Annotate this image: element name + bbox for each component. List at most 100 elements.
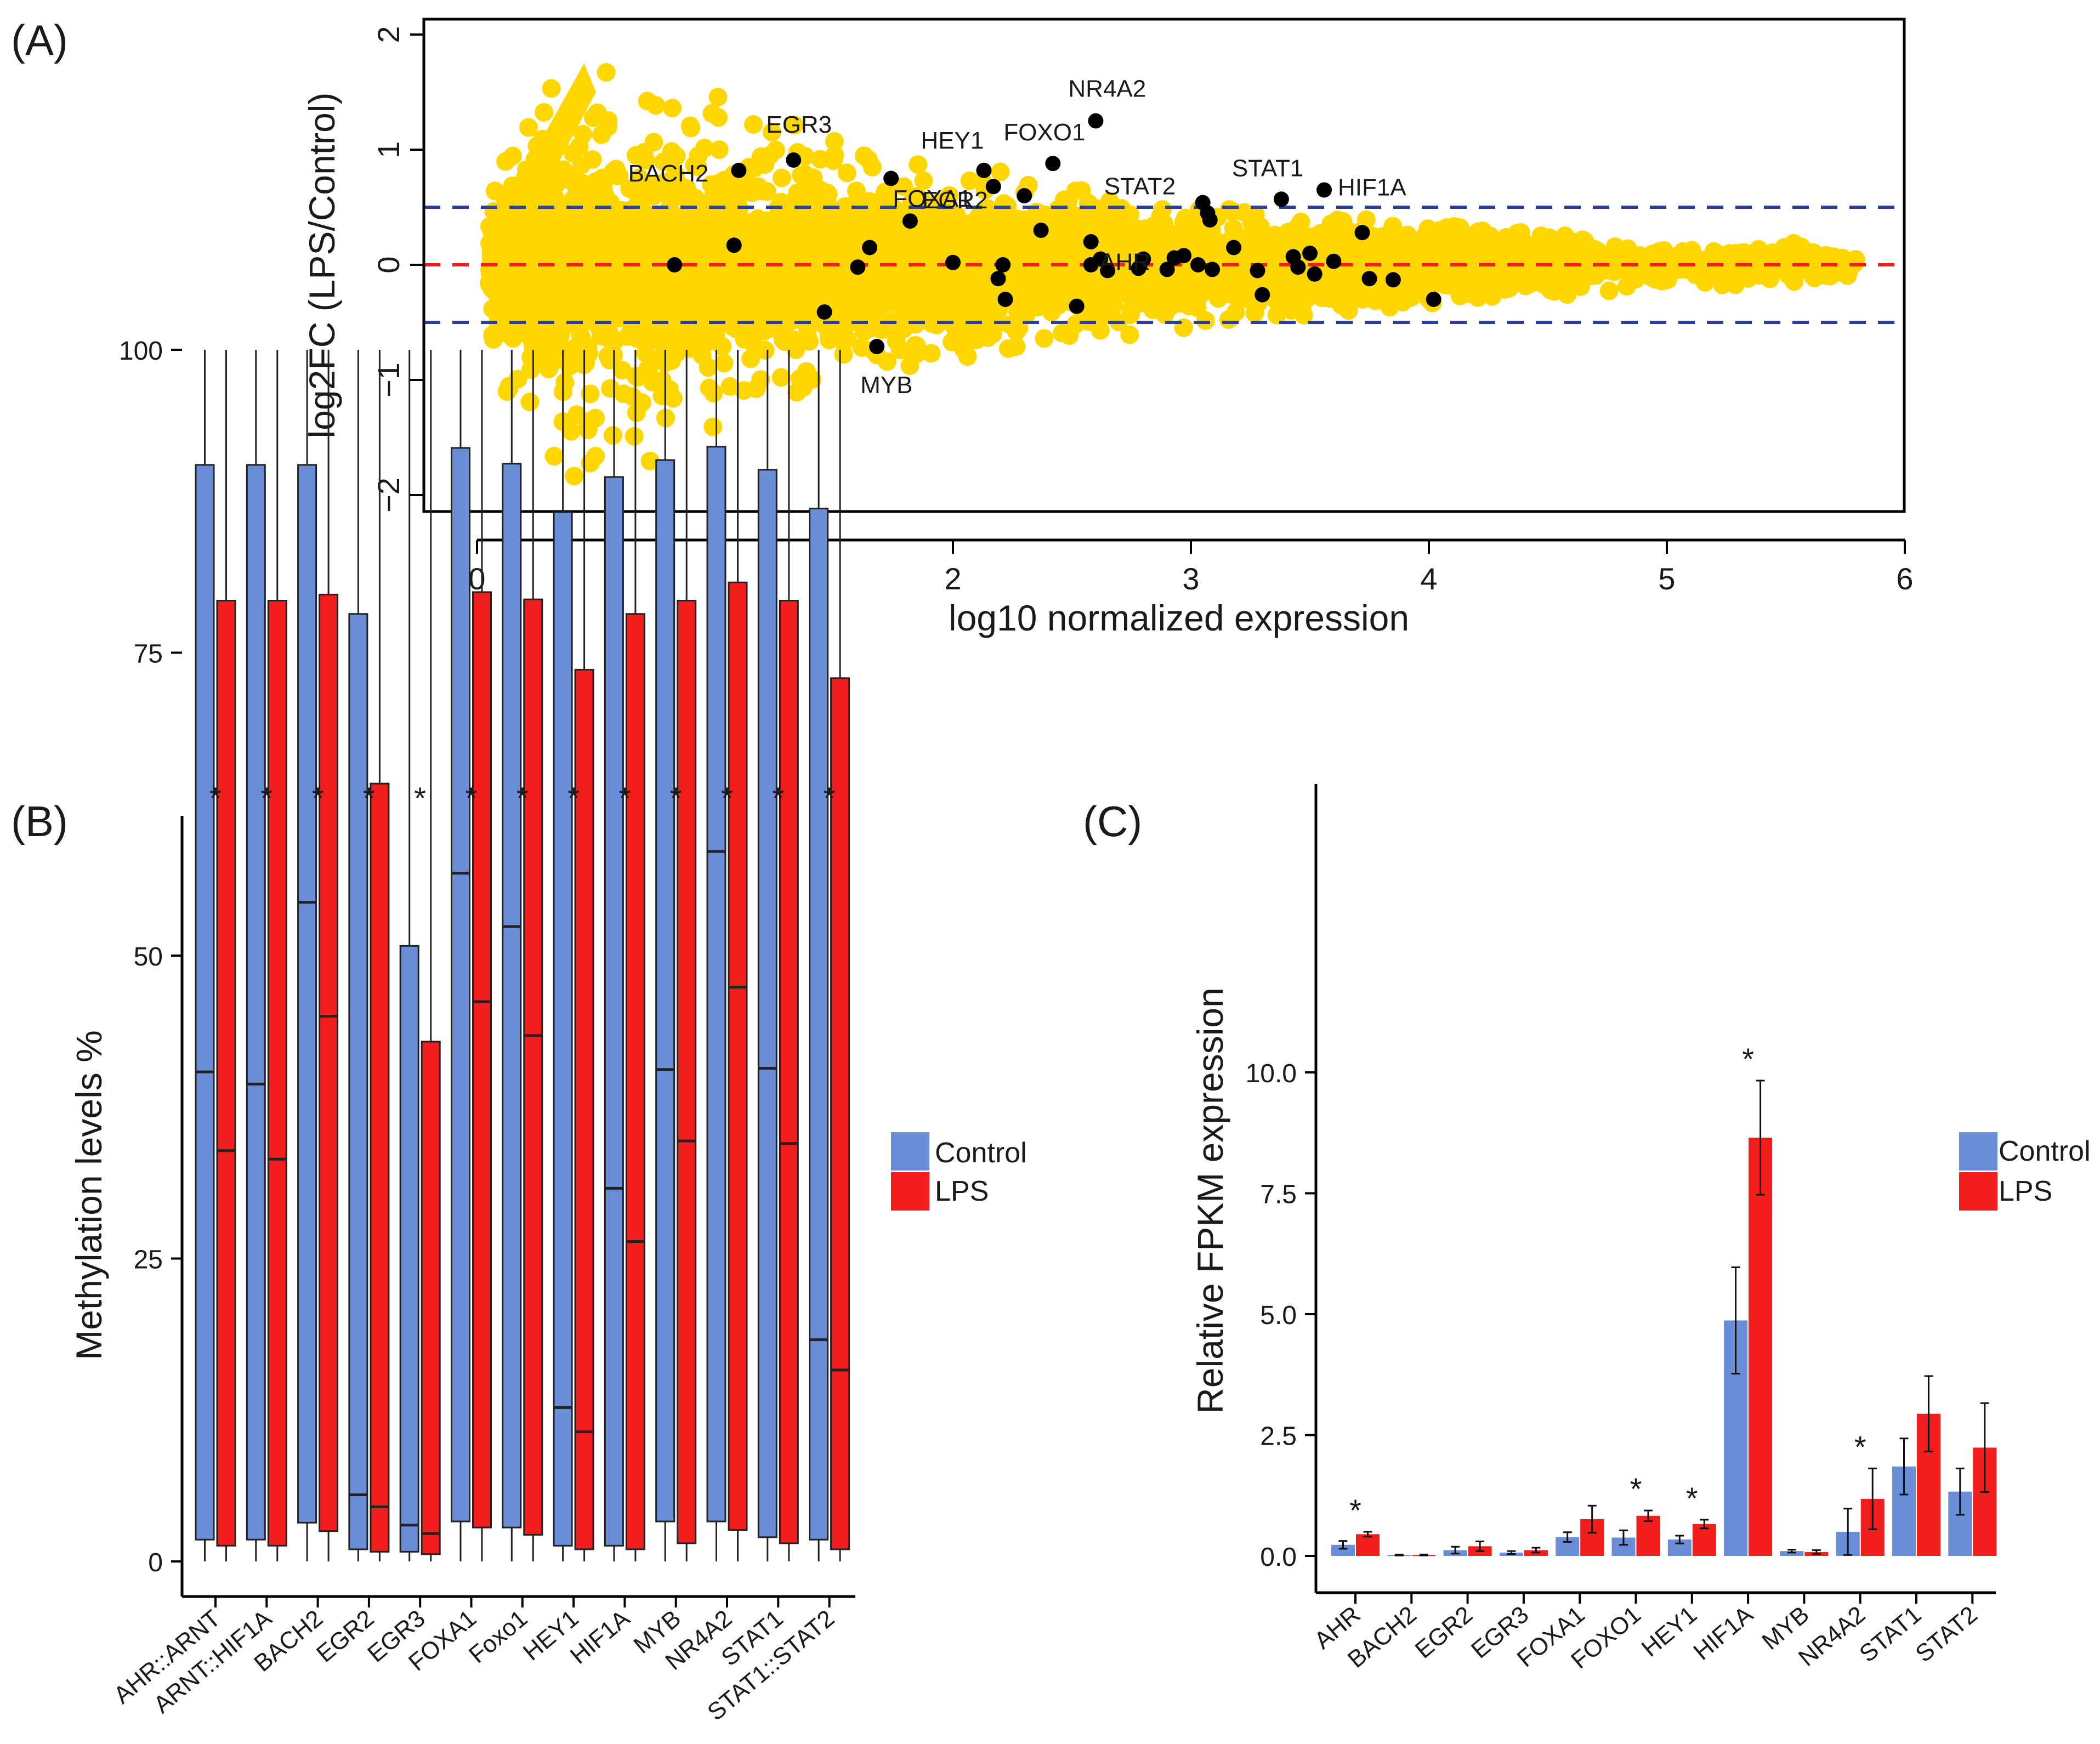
gene-point bbox=[997, 292, 1013, 307]
cloud-point bbox=[603, 426, 622, 445]
cloud-point bbox=[674, 287, 694, 306]
cloud-point bbox=[1035, 329, 1054, 348]
legend-swatch-lps bbox=[891, 1172, 929, 1211]
cloud-point bbox=[735, 330, 754, 349]
bar-control bbox=[1780, 1551, 1804, 1556]
x-tick-label: 4 bbox=[1420, 561, 1437, 596]
bar-lps bbox=[1692, 1524, 1716, 1556]
cloud-point bbox=[836, 197, 855, 216]
cloud-point bbox=[535, 183, 554, 202]
cloud-point bbox=[872, 229, 891, 248]
x-tick-label: HIF1A bbox=[1689, 1601, 1759, 1666]
cloud-point bbox=[899, 224, 918, 243]
cloud-point bbox=[680, 116, 700, 135]
cloud-point bbox=[532, 349, 551, 368]
significance-star: * bbox=[772, 781, 784, 815]
significance-star: * bbox=[466, 781, 478, 815]
panel-c-plot: 0.02.55.07.510.0*AHRBACH2EGR2EGR3FOXA1*F… bbox=[1246, 784, 1997, 1674]
cloud-point bbox=[837, 163, 856, 183]
cloud-point bbox=[1450, 218, 1469, 237]
cloud-point bbox=[1267, 246, 1286, 265]
cloud-point bbox=[1696, 268, 1716, 287]
cloud-point bbox=[825, 132, 844, 151]
cloud-point bbox=[1410, 282, 1429, 302]
cloud-point bbox=[702, 234, 721, 253]
panel-b-boxplot: (B) 0255075100*AHR::ARNT*ARNT::HIF1A*BAC… bbox=[11, 337, 1027, 1726]
cloud-point bbox=[497, 382, 517, 401]
box-control bbox=[246, 464, 266, 1541]
legend-swatch-control bbox=[891, 1132, 929, 1171]
cloud-point bbox=[614, 384, 633, 404]
cloud-point bbox=[1331, 267, 1350, 286]
box-control bbox=[195, 464, 215, 1541]
cloud-point bbox=[527, 251, 546, 270]
cloud-point bbox=[666, 165, 685, 184]
cloud-point bbox=[1435, 223, 1454, 242]
gene-point bbox=[786, 152, 802, 168]
cloud-point bbox=[1499, 263, 1518, 282]
cloud-point bbox=[693, 200, 712, 219]
cloud-point bbox=[625, 427, 644, 446]
cloud-point bbox=[762, 123, 781, 142]
cloud-point bbox=[535, 103, 554, 122]
gene-point bbox=[1190, 257, 1206, 272]
cloud-point bbox=[802, 258, 821, 277]
cloud-point bbox=[929, 296, 948, 315]
cloud-point bbox=[582, 310, 601, 329]
cloud-point bbox=[1153, 200, 1172, 219]
cloud-point bbox=[563, 304, 582, 323]
panel-c-label: (C) bbox=[1083, 797, 1142, 845]
cloud-point bbox=[717, 289, 736, 308]
x-tick-label: STAT2 bbox=[1910, 1601, 1982, 1667]
cloud-point bbox=[560, 356, 579, 376]
cloud-point bbox=[611, 283, 631, 303]
cloud-point bbox=[578, 420, 598, 439]
cloud-point bbox=[772, 168, 791, 188]
x-tick-label: HIF1A bbox=[565, 1605, 635, 1669]
cloud-point bbox=[701, 281, 720, 300]
cloud-point bbox=[488, 242, 507, 262]
y-tick-label: 25 bbox=[134, 1246, 163, 1275]
cloud-point bbox=[597, 63, 616, 82]
significance-star: * bbox=[260, 781, 273, 815]
box-lps bbox=[267, 599, 287, 1547]
cloud-point bbox=[1062, 235, 1081, 254]
cloud-point bbox=[714, 354, 734, 373]
cloud-point bbox=[638, 317, 657, 336]
significance-star: * bbox=[1854, 1429, 1866, 1464]
cloud-point bbox=[644, 133, 663, 152]
cloud-point bbox=[508, 270, 527, 289]
gene-point bbox=[1205, 262, 1221, 277]
cloud-point bbox=[640, 179, 659, 198]
cloud-point bbox=[909, 155, 928, 174]
cloud-point bbox=[618, 327, 637, 346]
cloud-point bbox=[991, 162, 1010, 181]
cloud-point bbox=[768, 296, 787, 315]
y-tick-label: 0 bbox=[148, 1548, 163, 1577]
cloud-point bbox=[754, 269, 774, 288]
cloud-point bbox=[703, 417, 723, 436]
cloud-point bbox=[705, 317, 724, 336]
cloud-point bbox=[660, 198, 679, 218]
cloud-point bbox=[1064, 270, 1083, 289]
cloud-point bbox=[581, 453, 600, 473]
legend-label-lps: LPS bbox=[935, 1175, 989, 1207]
cloud-point bbox=[894, 260, 913, 279]
cloud-point bbox=[610, 257, 629, 276]
significance-star: * bbox=[721, 781, 733, 815]
cloud-point bbox=[583, 150, 602, 169]
x-tick-label: HEY1 bbox=[1637, 1601, 1702, 1662]
significance-star: * bbox=[1630, 1472, 1642, 1506]
y-tick-label: 10.0 bbox=[1246, 1059, 1297, 1088]
cloud-point bbox=[688, 157, 707, 177]
cloud-point bbox=[950, 219, 969, 238]
cloud-point bbox=[519, 291, 538, 310]
panel-b-label: (B) bbox=[11, 797, 68, 845]
gene-label-stat2: STAT2 bbox=[1104, 173, 1176, 200]
cloud-point bbox=[571, 248, 590, 267]
y-tick-label: 75 bbox=[134, 640, 163, 669]
gene-point bbox=[726, 237, 742, 253]
gene-point bbox=[850, 259, 866, 275]
cloud-point bbox=[847, 181, 866, 201]
